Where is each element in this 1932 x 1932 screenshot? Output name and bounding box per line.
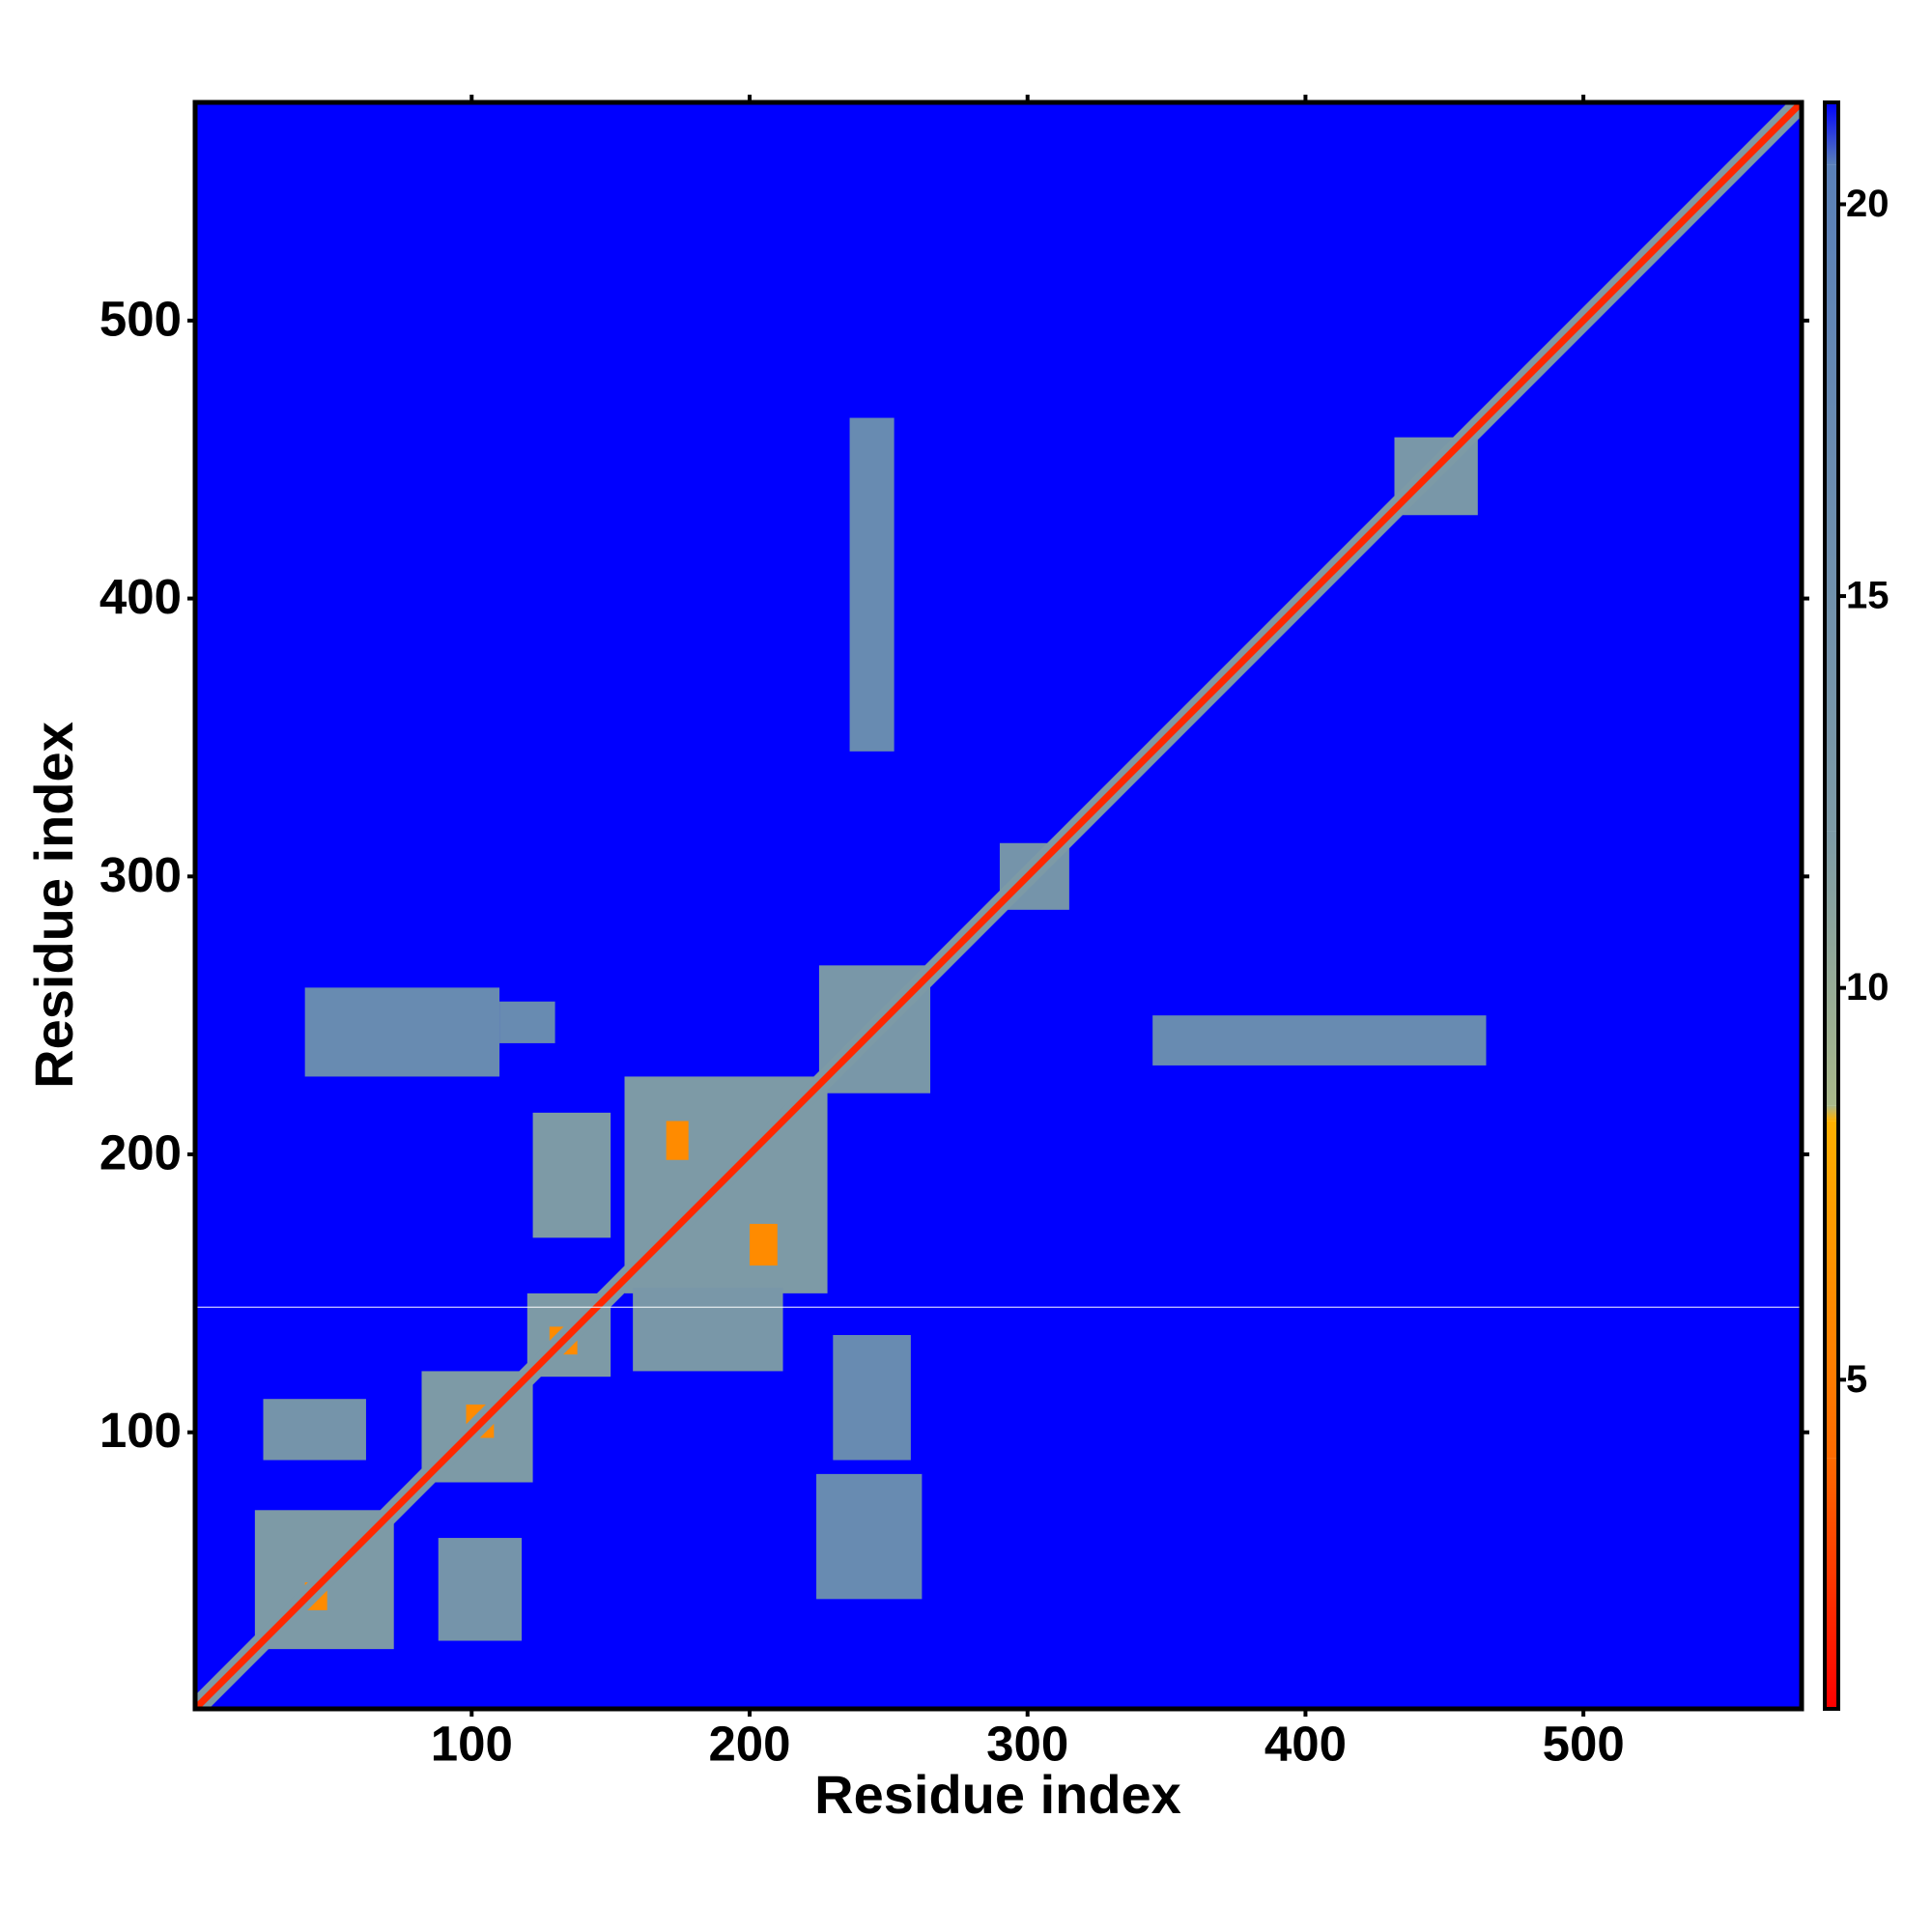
colorbar-segment (1825, 831, 1838, 1106)
x-tick-label: 100 (431, 1716, 513, 1771)
heatmap-cell (666, 1121, 689, 1160)
colorbar-segment (1825, 1105, 1838, 1122)
x-axis-label: Residue index (814, 1764, 1181, 1825)
x-tick-label: 300 (986, 1716, 1068, 1771)
heatmap-cell (304, 987, 500, 1077)
heatmap-cell (849, 417, 895, 752)
colorbar-frame (1823, 100, 1840, 1711)
colorbar-tick-label: 20 (1846, 183, 1889, 225)
x-tick-label: 400 (1264, 1716, 1347, 1771)
heatmap-cell (499, 1001, 555, 1043)
colorbar-tick-label: 10 (1846, 966, 1889, 1009)
colorbar-segment (1825, 164, 1838, 832)
colorbar-segment (1825, 1121, 1838, 1459)
colorbar-segment (1825, 1458, 1838, 1709)
heatmap-cell (1152, 1015, 1487, 1065)
y-tick-label: 500 (99, 291, 182, 346)
colorbar-segment (1825, 102, 1838, 165)
y-tick-label: 300 (99, 847, 182, 902)
diagonal-band (195, 102, 1802, 1709)
y-tick-label: 200 (99, 1124, 182, 1179)
heatmap-cell (833, 1335, 911, 1461)
plot-frame (192, 99, 1804, 1712)
heatmap-cell (263, 1399, 366, 1461)
y-tick-label: 400 (99, 569, 182, 624)
y-axis-label: Residue index (23, 722, 84, 1089)
heatmap-cell (532, 1112, 611, 1238)
y-tick-label: 100 (99, 1403, 182, 1458)
heatmap-cell (816, 1473, 923, 1600)
heatmap-cell (633, 1288, 783, 1372)
x-tick-label: 200 (708, 1716, 790, 1771)
heatmap-cell (438, 1538, 523, 1641)
colorbar-tick-label: 5 (1846, 1358, 1867, 1401)
heatmap-cell (749, 1223, 778, 1266)
colorbar-tick-label: 15 (1846, 575, 1889, 617)
x-tick-label: 500 (1543, 1716, 1625, 1771)
heatmap (195, 102, 1802, 1709)
